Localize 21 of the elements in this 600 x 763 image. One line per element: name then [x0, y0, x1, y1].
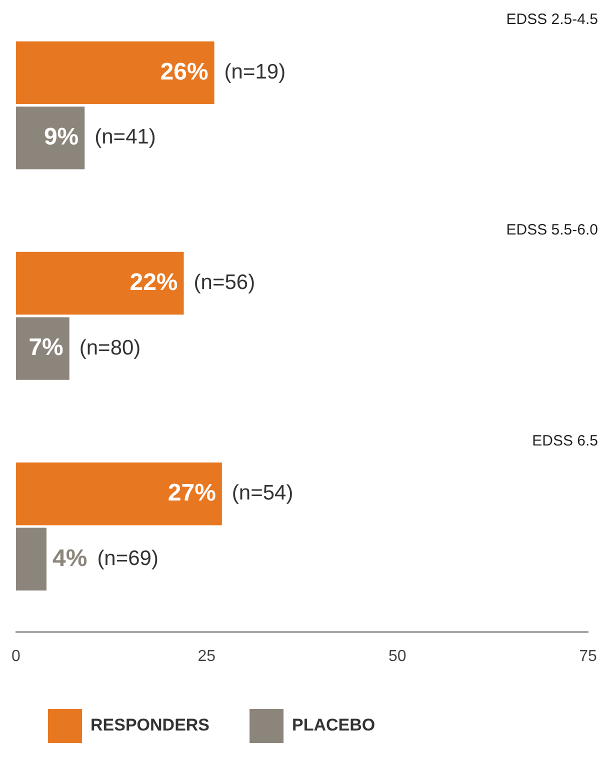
data-label: 7%: [28, 334, 64, 362]
y-tick-label: EDSS 2.5-4.5: [506, 11, 598, 28]
annotation: (n=54): [232, 482, 294, 505]
x-tick-label: 25: [198, 648, 216, 665]
x-tick-label: 0: [12, 648, 21, 665]
data-label: 26%: [160, 58, 208, 86]
y-tick-label: EDSS 5.5-6.0: [506, 222, 598, 239]
data-label: 27%: [168, 479, 216, 506]
legend-label: PLACEBO: [292, 716, 376, 735]
annotation: (n=80): [79, 336, 141, 360]
annotation: (n=41): [94, 126, 156, 149]
data-label: 9%: [44, 124, 79, 151]
x-tick-label: 50: [388, 648, 406, 665]
annotation: (n=19): [224, 60, 286, 84]
x-tick-label: 75: [579, 648, 597, 665]
data-label: 4%: [52, 544, 88, 572]
legend-label: RESPONDERS: [90, 716, 210, 735]
annotation: (n=56): [194, 271, 256, 294]
data-label: 22%: [130, 268, 178, 296]
annotation: (n=69): [97, 546, 158, 570]
y-tick-label: EDSS 6.5: [532, 432, 598, 450]
